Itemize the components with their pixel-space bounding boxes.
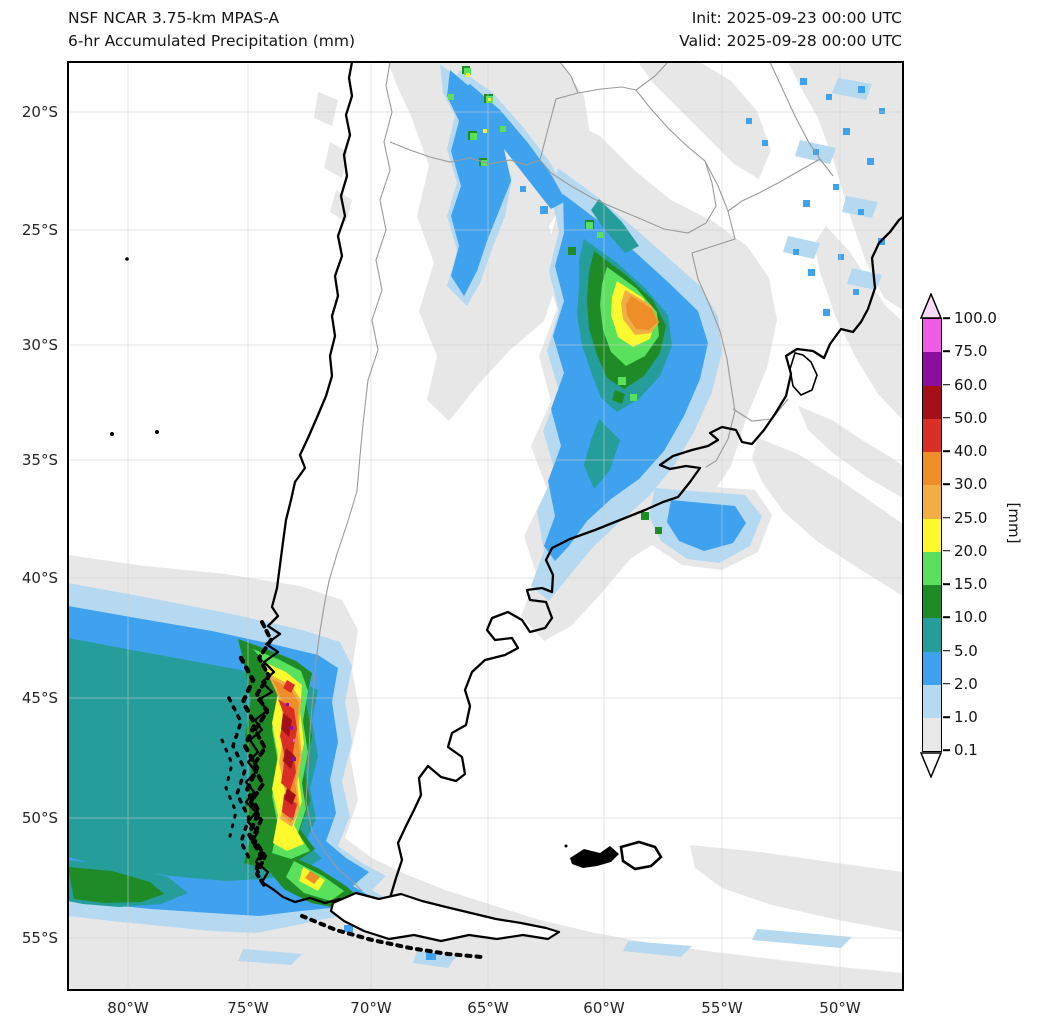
lon-tick-label: 50°W [819,999,861,1017]
precipitation-layers [68,62,903,989]
lon-tick-label: 60°W [583,999,625,1017]
title-block-left: NSF NCAR 3.75-km MPAS-A 6-hr Accumulated… [68,7,355,53]
falkland-west-island [570,846,619,868]
colorbar-segment [923,352,941,386]
coastlines [110,62,903,959]
lat-tick-label: 40°S [21,569,58,587]
lon-tick-label: 65°W [467,999,509,1017]
mainland-coastline [244,62,903,908]
lat-tick-label: 50°S [21,809,58,827]
colorbar-segment [923,585,941,619]
colorbar-segment [923,651,941,685]
colorbar-segment [923,718,941,752]
small-island-dot [125,257,129,261]
colorbar-segment [923,618,941,652]
lagoon-outline [789,352,818,396]
product-title: 6-hr Accumulated Precipitation (mm) [68,32,355,50]
lat-tick-label: 30°S [21,336,58,354]
colorbar-segment [923,518,941,552]
valid-time: Valid: 2025-09-28 00:00 UTC [679,32,902,50]
lon-tick-label: 55°W [701,999,743,1017]
lon-tick-label: 80°W [107,999,149,1017]
lon-tick-label: 75°W [227,999,269,1017]
small-island-dot [155,430,159,434]
graticule [68,62,903,990]
colorbar-arrow-bottom [919,751,942,778]
colorbar-segment [923,551,941,585]
tierra-del-fuego-island [329,891,561,943]
lat-tick-label: 35°S [21,451,58,469]
small-island-dot [110,432,114,436]
colorbar-segment [923,418,941,452]
colorbar-segments [922,318,942,753]
lat-tick-label: 20°S [21,103,58,121]
colorbar-arrow-top [919,293,942,319]
precip-teal-layer [68,199,672,907]
colorbar-segment [923,385,941,419]
title-block-right: Init: 2025-09-23 00:00 UTC Valid: 2025-0… [679,7,902,53]
lat-tick-label: 25°S [21,221,58,239]
precip-darkred-layer [281,713,296,805]
precip-magenta-layer [293,739,296,742]
lat-tick-label: 45°S [21,689,58,707]
fjord-archipelago [220,620,484,959]
colorbar-segment [923,319,941,353]
lon-tick-label: 70°W [350,999,392,1017]
lat-tick-label: 55°S [21,929,58,947]
small-island-dot [564,844,568,848]
colorbar-segment [923,485,941,519]
falkland-east-island [619,840,663,871]
init-time: Init: 2025-09-23 00:00 UTC [691,9,902,27]
colorbar-unit-label: [mm] [1005,502,1023,544]
plot-frame [67,61,904,991]
model-title: NSF NCAR 3.75-km MPAS-A [68,9,280,27]
colorbar-segment [923,684,941,718]
colorbar-segment [923,452,941,486]
country-borders [305,62,834,892]
